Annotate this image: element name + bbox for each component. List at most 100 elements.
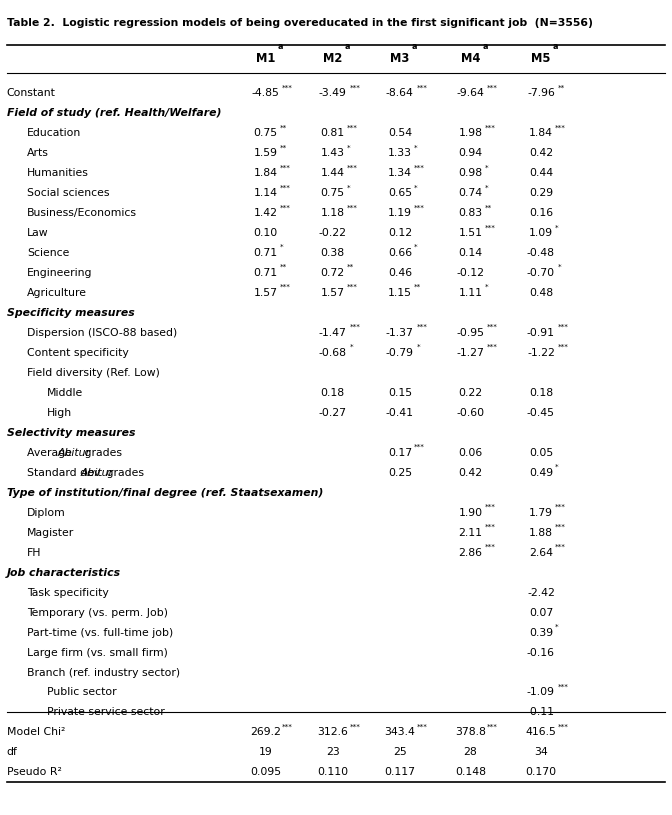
Text: -1.22: -1.22 bbox=[527, 348, 555, 358]
Text: Science: Science bbox=[27, 248, 69, 258]
Text: -0.79: -0.79 bbox=[386, 348, 414, 358]
Text: 0.38: 0.38 bbox=[321, 248, 345, 258]
Text: Field diversity (Ref. Low): Field diversity (Ref. Low) bbox=[27, 368, 160, 378]
Text: ***: *** bbox=[282, 85, 293, 90]
Text: 0.18: 0.18 bbox=[529, 388, 553, 398]
Text: Temporary (vs. perm. Job): Temporary (vs. perm. Job) bbox=[27, 607, 168, 618]
Text: -1.27: -1.27 bbox=[456, 348, 485, 358]
Text: a: a bbox=[278, 42, 283, 51]
Text: -4.85: -4.85 bbox=[251, 88, 280, 98]
Text: 416.5: 416.5 bbox=[526, 728, 556, 738]
Text: ***: *** bbox=[347, 205, 358, 210]
Text: 0.25: 0.25 bbox=[388, 468, 412, 478]
Text: 378.8: 378.8 bbox=[455, 728, 486, 738]
Text: 1.59: 1.59 bbox=[253, 148, 278, 158]
Text: 2.64: 2.64 bbox=[529, 548, 553, 557]
Text: ***: *** bbox=[487, 324, 498, 330]
Text: 0.17: 0.17 bbox=[388, 447, 412, 458]
Text: 1.09: 1.09 bbox=[529, 228, 553, 238]
Text: Engineering: Engineering bbox=[27, 268, 92, 278]
Text: M2: M2 bbox=[323, 52, 342, 65]
Text: 34: 34 bbox=[534, 747, 548, 757]
Text: *: * bbox=[347, 144, 350, 150]
Text: Social sciences: Social sciences bbox=[27, 188, 110, 198]
Text: -0.12: -0.12 bbox=[456, 268, 485, 278]
Text: High: High bbox=[47, 408, 72, 418]
Text: Type of institution/final degree (ref. Staatsexamen): Type of institution/final degree (ref. S… bbox=[7, 487, 323, 498]
Text: 0.75: 0.75 bbox=[253, 128, 278, 138]
Text: ***: *** bbox=[349, 724, 360, 729]
Text: M5: M5 bbox=[532, 52, 550, 65]
Text: 1.19: 1.19 bbox=[388, 208, 412, 218]
Text: 1.51: 1.51 bbox=[458, 228, 482, 238]
Text: ***: *** bbox=[417, 85, 427, 90]
Text: ***: *** bbox=[417, 324, 427, 330]
Text: Arts: Arts bbox=[27, 148, 49, 158]
Text: -0.45: -0.45 bbox=[527, 408, 555, 418]
Text: 1.34: 1.34 bbox=[388, 168, 412, 178]
Text: 19: 19 bbox=[259, 747, 272, 757]
Text: -0.60: -0.60 bbox=[456, 408, 485, 418]
Text: ***: *** bbox=[347, 165, 358, 170]
Text: grades: grades bbox=[81, 447, 122, 458]
Text: 1.79: 1.79 bbox=[529, 508, 553, 518]
Text: -2.42: -2.42 bbox=[527, 588, 555, 597]
Text: a: a bbox=[553, 42, 558, 51]
Text: 0.71: 0.71 bbox=[253, 268, 278, 278]
Text: 0.98: 0.98 bbox=[458, 168, 482, 178]
Text: 1.14: 1.14 bbox=[253, 188, 278, 198]
Text: 0.148: 0.148 bbox=[455, 768, 486, 778]
Text: 0.10: 0.10 bbox=[253, 228, 278, 238]
Text: ***: *** bbox=[414, 165, 425, 170]
Text: **: ** bbox=[414, 284, 421, 290]
Text: M4: M4 bbox=[461, 52, 480, 65]
Text: Public sector: Public sector bbox=[47, 688, 117, 698]
Text: -1.09: -1.09 bbox=[527, 688, 555, 698]
Text: 0.39: 0.39 bbox=[529, 628, 553, 637]
Text: Pseudo R²: Pseudo R² bbox=[7, 768, 62, 778]
Text: Business/Economics: Business/Economics bbox=[27, 208, 137, 218]
Text: 1.15: 1.15 bbox=[388, 288, 412, 298]
Text: ***: *** bbox=[558, 724, 569, 729]
Text: 1.57: 1.57 bbox=[321, 288, 345, 298]
Text: Diplom: Diplom bbox=[27, 508, 66, 518]
Text: -0.91: -0.91 bbox=[527, 328, 555, 338]
Text: Private service sector: Private service sector bbox=[47, 707, 165, 717]
Text: 0.06: 0.06 bbox=[458, 447, 482, 458]
Text: grades: grades bbox=[103, 468, 144, 478]
Text: *: * bbox=[417, 344, 420, 350]
Text: 343.4: 343.4 bbox=[384, 728, 415, 738]
Text: ***: *** bbox=[555, 544, 566, 550]
Text: ***: *** bbox=[555, 524, 566, 530]
Text: ***: *** bbox=[417, 724, 427, 729]
Text: Agriculture: Agriculture bbox=[27, 288, 87, 298]
Text: -0.27: -0.27 bbox=[319, 408, 347, 418]
Text: ***: *** bbox=[414, 205, 425, 210]
Text: 1.33: 1.33 bbox=[388, 148, 412, 158]
Text: Standard dev.: Standard dev. bbox=[27, 468, 106, 478]
Text: -9.64: -9.64 bbox=[456, 88, 485, 98]
Text: 0.14: 0.14 bbox=[458, 248, 482, 258]
Text: 0.12: 0.12 bbox=[388, 228, 412, 238]
Text: Education: Education bbox=[27, 128, 81, 138]
Text: ***: *** bbox=[558, 684, 569, 689]
Text: *: * bbox=[555, 464, 558, 470]
Text: Dispersion (ISCO-88 based): Dispersion (ISCO-88 based) bbox=[27, 328, 177, 338]
Text: ***: *** bbox=[487, 344, 498, 350]
Text: *: * bbox=[485, 184, 488, 191]
Text: *: * bbox=[485, 165, 488, 170]
Text: 1.90: 1.90 bbox=[458, 508, 482, 518]
Text: 0.29: 0.29 bbox=[529, 188, 553, 198]
Text: **: ** bbox=[280, 144, 287, 150]
Text: 0.72: 0.72 bbox=[321, 268, 345, 278]
Text: Table 2.  Logistic regression models of being overeducated in the first signific: Table 2. Logistic regression models of b… bbox=[7, 18, 593, 28]
Text: 0.75: 0.75 bbox=[321, 188, 345, 198]
Text: Average: Average bbox=[27, 447, 75, 458]
Text: Model Chi²: Model Chi² bbox=[7, 728, 65, 738]
Text: Task specificity: Task specificity bbox=[27, 588, 109, 597]
Text: -0.48: -0.48 bbox=[527, 248, 555, 258]
Text: Branch (ref. industry sector): Branch (ref. industry sector) bbox=[27, 667, 180, 677]
Text: **: ** bbox=[280, 125, 287, 130]
Text: 0.54: 0.54 bbox=[388, 128, 412, 138]
Text: 0.42: 0.42 bbox=[529, 148, 553, 158]
